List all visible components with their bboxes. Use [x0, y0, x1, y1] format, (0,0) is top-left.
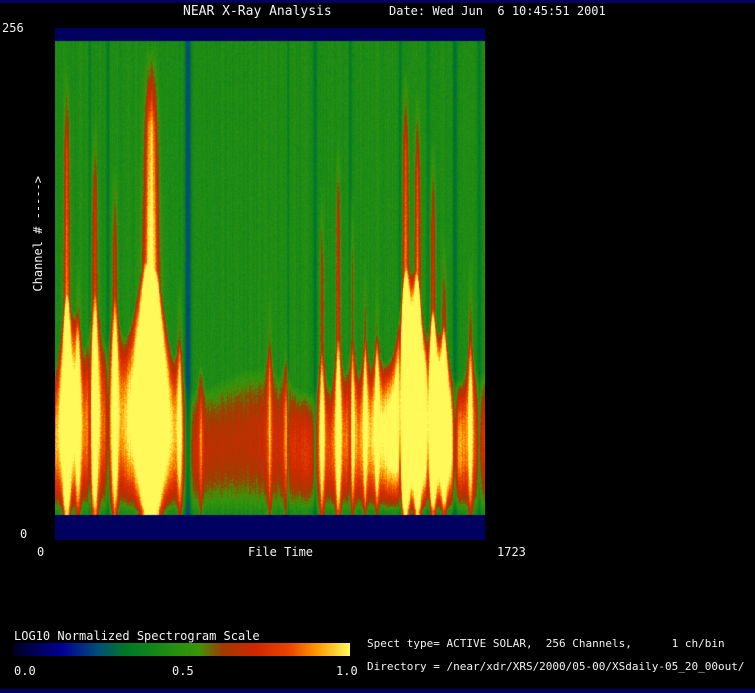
- colorbar-label: LOG10 Normalized Spectrogram Scale: [14, 629, 260, 643]
- colorbar-tick-max: 1.0: [336, 664, 358, 678]
- y-axis-max-tick: 256: [2, 21, 24, 35]
- date-label: Date: Wed Jun 6 10:45:51 2001: [389, 4, 606, 18]
- window-bottom-border: [0, 689, 755, 693]
- colorbar-tick-mid: 0.5: [172, 664, 194, 678]
- page-title: NEAR X-Ray Analysis: [183, 4, 332, 19]
- colorbar-canvas: [14, 643, 350, 656]
- x-axis-min-tick: 0: [37, 545, 45, 559]
- y-axis-min-tick: 0: [20, 527, 28, 541]
- y-axis-label: Channel # ----->: [31, 176, 45, 292]
- colorbar-tick-min: 0.0: [14, 664, 36, 678]
- window-top-border: [0, 0, 755, 3]
- x-axis-max-tick: 1723: [497, 545, 526, 559]
- directory-label: Directory = /near/xdr/XRS/2000/05-00/XSd…: [367, 660, 745, 673]
- spectrogram-canvas: [55, 28, 485, 540]
- spect-type-label: Spect type= ACTIVE SOLAR, 256 Channels, …: [367, 637, 725, 650]
- x-axis-label: File Time: [248, 545, 314, 559]
